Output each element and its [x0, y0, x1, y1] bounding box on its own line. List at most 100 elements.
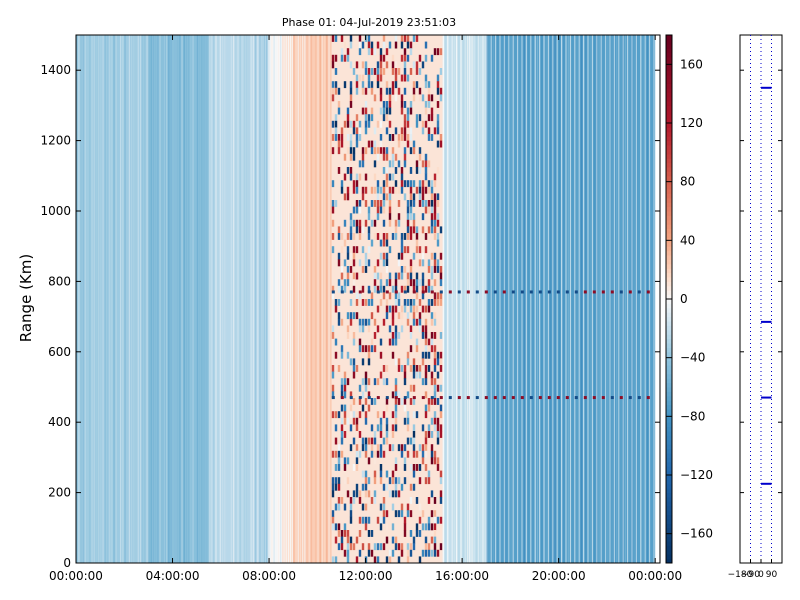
- heatmap-cell: [406, 411, 410, 419]
- heatmap-cell: [337, 477, 341, 485]
- colorbar-segment: [666, 554, 672, 560]
- heatmap-cell: [373, 437, 377, 445]
- heatmap-cell: [415, 345, 419, 353]
- colorbar-segment: [666, 74, 672, 80]
- heatmap-cell: [373, 332, 377, 339]
- heatmap-cell: [373, 477, 377, 485]
- heatmap-cell: [427, 424, 431, 432]
- heatmap-cell: [397, 365, 401, 372]
- heatmap-cell: [343, 530, 347, 537]
- heatmap-cell: [403, 127, 407, 135]
- heatmap-stripe: [646, 35, 649, 563]
- heatmap-cell: [349, 101, 353, 108]
- heatmap-cell: [436, 437, 440, 445]
- colorbar-segment: [666, 255, 672, 260]
- heatmap-stripe: [115, 35, 117, 563]
- heatmap-cell: [388, 219, 392, 227]
- heatmap-cell: [403, 444, 407, 452]
- heatmap-cell: [403, 233, 407, 240]
- heatmap-cell: [424, 351, 428, 359]
- heatmap-stripe: [629, 35, 631, 563]
- y-tick-label: 1200: [40, 134, 71, 148]
- heatmap-cell: [412, 437, 416, 445]
- heatmap-cell: [388, 444, 392, 452]
- heatmap-cell: [436, 87, 440, 95]
- heatmap-cell: [370, 147, 374, 155]
- heatmap-cell: [370, 292, 374, 300]
- heatmap-cell: [343, 477, 347, 485]
- heatmap-cell: [412, 424, 416, 432]
- heatmap-cell: [331, 134, 335, 141]
- heatmap-cell: [385, 233, 389, 240]
- colorbar-segment: [666, 153, 672, 159]
- heatmap-cell: [340, 318, 344, 326]
- heatmap-stripe: [165, 35, 168, 563]
- heatmap-cell: [382, 285, 386, 293]
- heatmap-feature: [376, 396, 380, 400]
- heatmap-cell: [427, 279, 431, 287]
- colorbar-segment: [666, 285, 672, 291]
- heatmap-stripe: [594, 35, 596, 563]
- heatmap-stripe: [585, 35, 587, 563]
- heatmap-cell: [352, 338, 356, 346]
- heatmap-cell: [337, 147, 341, 155]
- heatmap-cell: [406, 312, 410, 320]
- heatmap-cell: [346, 54, 350, 62]
- heatmap-cell: [406, 450, 410, 458]
- heatmap-cell: [391, 424, 395, 432]
- heatmap-cell: [436, 48, 440, 56]
- heatmap-cell: [397, 68, 401, 75]
- heatmap-cell: [439, 470, 443, 478]
- heatmap-cell: [361, 325, 365, 333]
- colorbar-segment: [666, 316, 672, 322]
- heatmap-cell: [409, 180, 413, 188]
- heatmap-stripe: [620, 35, 622, 563]
- heatmap-cell: [427, 299, 431, 306]
- heatmap-cell: [331, 450, 335, 458]
- heatmap-stripe: [235, 35, 237, 563]
- heatmap-cell: [349, 226, 353, 234]
- heatmap-stripe: [312, 35, 315, 563]
- colorbar-segment: [666, 360, 672, 366]
- heatmap-cell: [403, 114, 407, 122]
- heatmap-cell: [415, 61, 419, 69]
- heatmap-cell: [358, 173, 362, 181]
- heatmap-cell: [403, 120, 407, 128]
- heatmap-cell: [382, 252, 386, 260]
- heatmap-cell: [433, 94, 437, 102]
- heatmap-cell: [388, 87, 392, 95]
- heatmap-cell: [370, 68, 374, 75]
- heatmap-cell: [346, 193, 350, 201]
- heatmap-cell: [439, 299, 443, 306]
- heatmap-cell: [379, 523, 383, 531]
- heatmap-cell: [433, 384, 437, 392]
- heatmap-cell: [406, 556, 410, 564]
- heatmap-cell: [436, 101, 440, 108]
- heatmap-cell: [391, 470, 395, 478]
- heatmap-cell: [415, 497, 419, 504]
- heatmap-cell: [346, 48, 350, 56]
- heatmap-cell: [349, 536, 353, 544]
- heatmap-cell: [415, 160, 419, 168]
- heatmap-cell: [430, 54, 434, 62]
- heatmap-stripe: [532, 35, 534, 563]
- heatmap-cell: [379, 464, 383, 471]
- heatmap-gap: [552, 35, 554, 563]
- heatmap-cell: [379, 431, 383, 438]
- heatmap-feature: [565, 396, 569, 400]
- heatmap-cell: [361, 41, 365, 49]
- colorbar-segment: [666, 224, 672, 230]
- heatmap-cell: [358, 549, 362, 557]
- heatmap-cell: [421, 450, 425, 458]
- heatmap-cell: [394, 285, 398, 293]
- heatmap-cell: [373, 266, 377, 273]
- heatmap-cell: [424, 549, 428, 557]
- colorbar-segment: [666, 541, 672, 546]
- heatmap-cell: [379, 239, 383, 247]
- heatmap-cell: [436, 193, 440, 201]
- heatmap-cell: [334, 127, 338, 135]
- heatmap-cell: [415, 114, 419, 122]
- heatmap-stripe: [280, 35, 282, 563]
- heatmap-cell: [400, 180, 404, 188]
